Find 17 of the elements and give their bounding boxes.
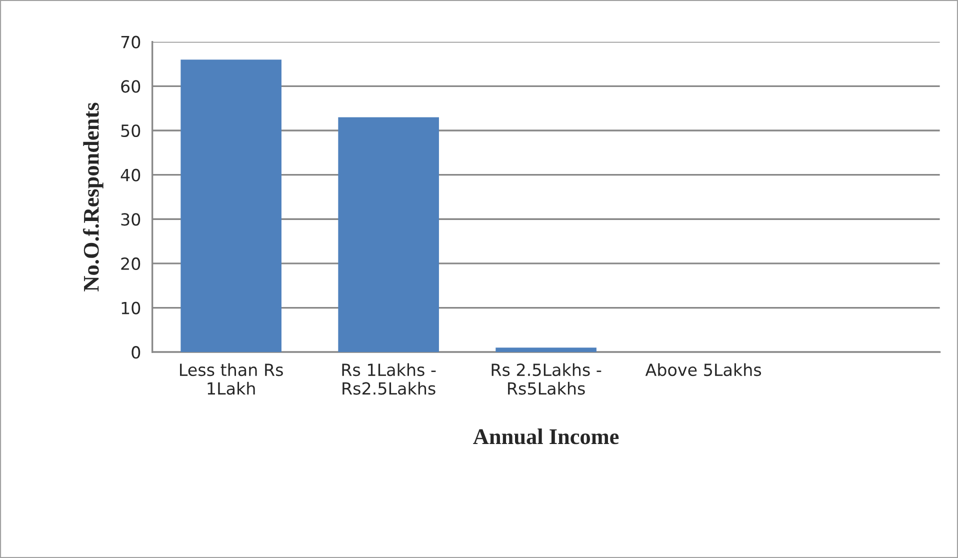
y-tick-label: 10 xyxy=(122,302,140,314)
y-tick-label: 30 xyxy=(121,213,140,226)
bar xyxy=(338,117,439,352)
y-tick-label: 40 xyxy=(120,168,140,182)
y-tick-label: 50 xyxy=(121,124,140,138)
x-tick-label: Rs 1Lakhs - Rs2.5Lakhs xyxy=(342,363,436,395)
x-tick-label: Above 5Lakhs xyxy=(645,363,762,376)
y-tick-label: 0 xyxy=(132,346,140,359)
y-axis-title: No.O.f.Respondents xyxy=(82,102,104,292)
bar xyxy=(496,348,596,352)
x-tick-label: Less than Rs 1Lakh xyxy=(180,363,283,395)
y-tick-label: 70 xyxy=(121,36,140,48)
y-tick-label: 20 xyxy=(121,257,140,270)
y-tick-label: 60 xyxy=(121,80,140,93)
x-axis-title: Annual Income xyxy=(473,428,619,444)
bar xyxy=(180,60,282,352)
x-tick-label: Rs 2.5Lakhs - Rs5Lakhs xyxy=(492,363,602,395)
